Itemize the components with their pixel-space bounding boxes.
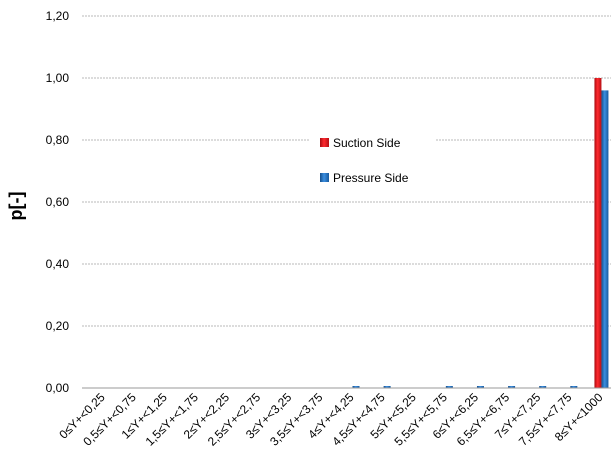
bar-pressure-side [352, 386, 360, 388]
y-axis-ticks: 0,00 0,20 0,40 0,60 0,80 1,00 1,20 [46, 9, 70, 395]
bar-pressure-side [539, 386, 547, 388]
y-tick-label: 0,60 [46, 195, 70, 209]
bar-pressure-side [383, 386, 391, 388]
legend: Suction Side Pressure Side [310, 130, 435, 192]
y-tick-label: 1,20 [46, 9, 70, 23]
y-tick-label: 0,80 [46, 133, 70, 147]
legend-swatch-suction-side [320, 138, 329, 147]
bar-pressure-side [476, 386, 484, 388]
bar-pressure-side [570, 386, 578, 388]
bar-suction-side [594, 78, 602, 388]
bar-pressure-side [601, 90, 609, 389]
bar-pressure-side [508, 386, 516, 388]
legend-label-suction-side: Suction Side [333, 136, 401, 150]
bar-pressure-side [445, 386, 453, 388]
y-tick-label: 0,40 [46, 257, 70, 271]
y-tick-label: 0,20 [46, 319, 70, 333]
x-axis-ticks: 0≤Y+<0,250,5≤Y+<0,751≤Y+<1,251,5≤Y+<1,75… [56, 390, 605, 449]
bars [352, 78, 609, 389]
y-tick-label: 0,00 [46, 381, 70, 395]
legend-label-pressure-side: Pressure Side [333, 171, 409, 185]
y-tick-label: 1,00 [46, 71, 70, 85]
legend-swatch-pressure-side [320, 173, 329, 182]
y-axis-label: p[-] [6, 192, 26, 221]
legend-background [310, 130, 435, 192]
